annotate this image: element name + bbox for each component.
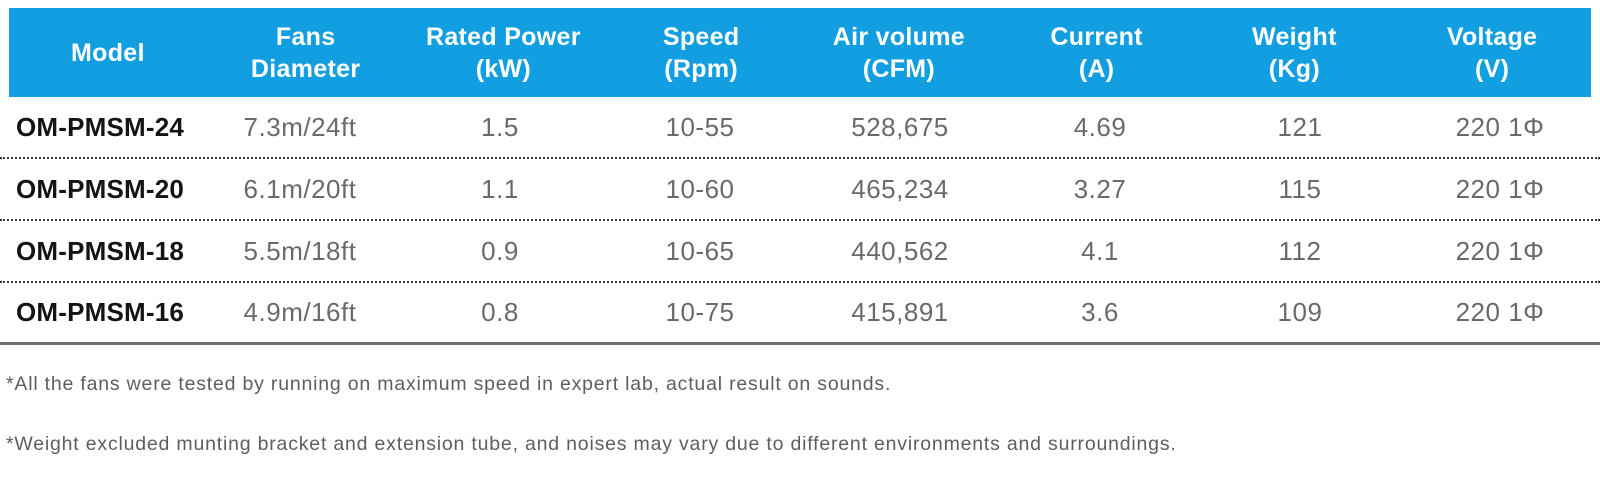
table-row: OM-PMSM-16 4.9m/16ft 0.8 10-75 415,891 3.6 109… — [0, 283, 1600, 345]
footnote-weight-disclaimer: *Weight excluded munting bracket and ext… — [6, 432, 1177, 455]
cell-rated-power: 0.8 — [481, 297, 519, 327]
column-header-line: (A) — [1078, 54, 1115, 83]
cell-weight: 109 — [1277, 297, 1323, 327]
column-header-line: Speed — [662, 22, 740, 51]
column-header-line: Fans — [275, 22, 336, 51]
cell-fans-diameter: 4.9m/16ft — [243, 297, 357, 327]
cell-speed: 10-60 — [665, 173, 735, 204]
column-header-line: Model — [71, 38, 145, 67]
footnote-test-conditions: *All the fans were tested by running on … — [6, 373, 892, 395]
column-header-line: Voltage — [1446, 22, 1538, 51]
cell-weight: 115 — [1278, 173, 1322, 204]
cell-speed: 10-55 — [665, 111, 735, 142]
cell-model: OM-PMSM-16 — [15, 297, 185, 327]
column-header-fans-diameter: Fans Diameter — [207, 21, 405, 85]
table-body: OM-PMSM-24 7.3m/24ft 1.5 10-55 528,675 4.69 12… — [0, 97, 1600, 345]
column-header-line: Rated Power — [426, 22, 581, 51]
table-row: OM-PMSM-18 5.5m/18ft 0.9 10-65 440,562 4.1 112… — [0, 221, 1600, 283]
cell-model: OM-PMSM-18 — [15, 235, 185, 266]
column-header-line: Current — [1050, 22, 1143, 51]
column-header-line: Diameter — [250, 54, 361, 83]
table-row: OM-PMSM-20 6.1m/20ft 1.1 10-60 465,234 3.27 11… — [0, 159, 1600, 221]
cell-voltage: 220 1Φ — [1455, 111, 1545, 142]
column-header-line: (CFM) — [862, 54, 936, 83]
cell-voltage: 220 1Φ — [1455, 235, 1545, 266]
cell-weight: 121 — [1277, 111, 1323, 142]
cell-current: 4.1 — [1081, 235, 1119, 266]
column-header-line: (Rpm) — [664, 54, 738, 83]
cell-current: 4.69 — [1073, 111, 1127, 142]
cell-current: 3.27 — [1073, 173, 1127, 204]
cell-fans-diameter: 7.3m/24ft — [243, 111, 357, 142]
cell-speed: 10-65 — [665, 235, 735, 266]
cell-model: OM-PMSM-20 — [15, 173, 185, 204]
table-header-row: Model Fans Diameter Rated Power (kW) Speed (Rp… — [9, 8, 1591, 97]
column-header-voltage: Voltage (V) — [1393, 21, 1591, 85]
cell-speed: 10-75 — [665, 297, 735, 327]
column-header-rated-power: Rated Power (kW) — [405, 21, 603, 85]
cell-rated-power: 1.1 — [481, 173, 519, 204]
cell-model: OM-PMSM-24 — [15, 111, 185, 142]
cell-current: 3.6 — [1081, 297, 1119, 327]
cell-voltage: 220 1Φ — [1455, 173, 1545, 204]
table-row: OM-PMSM-24 7.3m/24ft 1.5 10-55 528,675 4.69 12… — [0, 97, 1600, 159]
column-header-model: Model — [9, 37, 207, 69]
cell-air-volume: 440,562 — [851, 235, 949, 266]
cell-rated-power: 0.9 — [481, 235, 519, 266]
column-header-line: (kW) — [475, 54, 532, 83]
cell-fans-diameter: 5.5m/18ft — [243, 235, 357, 266]
cell-rated-power: 1.5 — [481, 111, 519, 142]
footnotes: *All the fans were tested by running on … — [0, 373, 1600, 455]
cell-voltage: 220 1Φ — [1455, 297, 1545, 327]
column-header-air-volume: Air volume (CFM) — [800, 21, 998, 85]
cell-weight: 112 — [1278, 235, 1322, 266]
column-header-current: Current (A) — [998, 21, 1196, 85]
column-header-line: (V) — [1475, 54, 1510, 83]
cell-air-volume: 465,234 — [851, 173, 949, 204]
cell-air-volume: 415,891 — [851, 297, 949, 327]
column-header-speed: Speed (Rpm) — [602, 21, 800, 85]
column-header-line: Weight — [1252, 22, 1337, 51]
cell-fans-diameter: 6.1m/20ft — [243, 173, 357, 204]
column-header-weight: Weight (Kg) — [1196, 21, 1394, 85]
cell-air-volume: 528,675 — [851, 111, 949, 142]
column-header-line: Air volume — [832, 22, 965, 51]
column-header-line: (Kg) — [1268, 54, 1320, 83]
